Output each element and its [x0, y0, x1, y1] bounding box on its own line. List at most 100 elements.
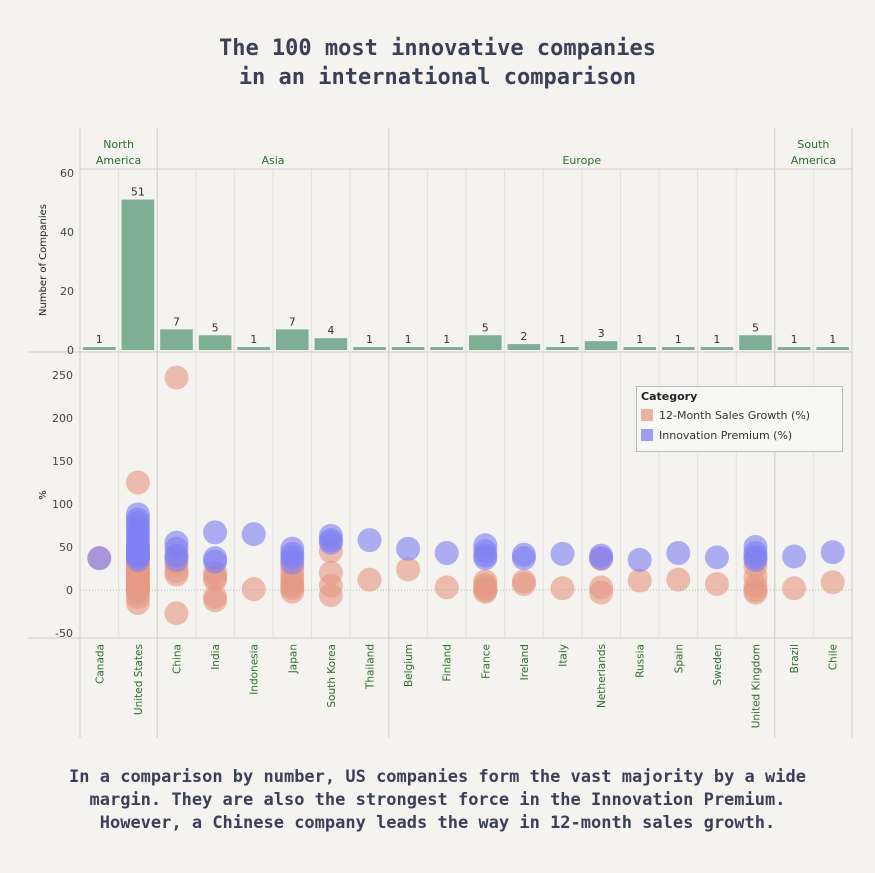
country-label-thailand: Thailand [365, 644, 377, 690]
innovation-premium-point-france [473, 546, 498, 571]
bar-value-label-sweden: 1 [713, 333, 720, 346]
region-header-south-america-line2: America [791, 154, 836, 167]
scatter-y-tick-label: 50 [59, 541, 73, 554]
bar-value-label-thailand: 1 [366, 333, 373, 346]
bar-value-label-ireland: 2 [520, 330, 527, 343]
innovation-premium-point-india [203, 549, 228, 574]
innovation-premium-point-united-kingdom [743, 547, 768, 572]
region-header-north-america-line2: America [96, 154, 141, 167]
bar-belgium [391, 347, 425, 350]
country-label-spain: Spain [673, 644, 685, 673]
country-label-south-korea: South Korea [326, 644, 338, 708]
country-label-china: China [172, 644, 184, 674]
bar-canada [83, 347, 116, 350]
sales-growth-point-spain [666, 567, 691, 592]
legend-label-innovation-premium: Innovation Premium (%) [659, 429, 793, 442]
innovation-premium-point-finland [434, 541, 459, 566]
region-header-europe: Europe [562, 154, 601, 167]
sales-growth-point-belgium [396, 557, 421, 582]
sales-growth-point-italy [550, 576, 575, 601]
country-label-sweden: Sweden [712, 644, 724, 686]
country-label-chile: Chile [828, 644, 840, 670]
sales-growth-point-united-states [125, 470, 150, 495]
sales-growth-point-sweden [704, 571, 729, 596]
bar-value-label-belgium: 1 [405, 333, 412, 346]
bar-india [198, 335, 232, 350]
bar-value-label-south-korea: 4 [327, 324, 334, 337]
country-label-france: France [480, 644, 492, 679]
innovation-premium-point-russia [627, 547, 652, 572]
sales-growth-point-thailand [357, 567, 382, 592]
innovation-premium-point-brazil [782, 544, 807, 569]
bar-value-label-italy: 1 [559, 333, 566, 346]
bar-japan [276, 329, 309, 350]
scatter-y-tick-label: 250 [52, 369, 73, 382]
scatter-y-tick-label: -50 [55, 627, 73, 640]
innovation-premium-point-china [164, 547, 189, 572]
chart-title: The 100 most innovative companies in an … [218, 36, 657, 90]
country-label-netherlands: Netherlands [596, 644, 608, 708]
scatter-y-tick-label: 150 [52, 455, 73, 468]
country-label-italy: Italy [558, 644, 570, 667]
legend-item-sales-growth[interactable]: 12-Month Sales Growth (%) [641, 408, 810, 424]
innovation-premium-point-canada [87, 546, 112, 571]
bar-finland [430, 347, 463, 350]
legend-swatch-innovation-premium [641, 429, 653, 441]
bar-value-label-china: 7 [173, 315, 180, 328]
country-label-united-states: United States [133, 644, 145, 715]
country-label-finland: Finland [442, 644, 454, 682]
sales-growth-point-china [164, 601, 189, 626]
bar-indonesia [237, 347, 270, 350]
bar-y-tick-label: 60 [60, 167, 74, 180]
bar-france [469, 335, 502, 350]
sales-growth-point-united-states [125, 590, 150, 615]
bar-thailand [353, 347, 386, 350]
innovation-premium-point-indonesia [241, 522, 266, 547]
sales-growth-point-china [164, 365, 189, 390]
bar-value-label-united-states: 51 [131, 186, 145, 199]
innovation-premium-point-united-states [125, 547, 150, 572]
region-header-south-america: South [797, 138, 829, 151]
bar-russia [623, 347, 656, 350]
country-label-united-kingdom: United Kingdom [751, 644, 763, 728]
innovation-premium-point-belgium [396, 536, 421, 561]
region-header-asia: Asia [261, 154, 284, 167]
bar-brazil [777, 347, 811, 350]
sales-growth-point-chile [820, 570, 845, 595]
sales-growth-point-russia [627, 568, 652, 593]
country-label-ireland: Ireland [519, 644, 531, 680]
sales-growth-point-south-korea [318, 583, 343, 608]
bar-value-label-canada: 1 [96, 333, 103, 346]
innovation-premium-point-ireland [511, 546, 536, 571]
legend-swatch-sales-growth [641, 409, 653, 421]
bar-value-label-netherlands: 3 [598, 327, 605, 340]
innovation-premium-point-south-korea [318, 530, 343, 555]
innovation-premium-point-spain [666, 541, 691, 566]
bar-united-states [121, 199, 155, 350]
bar-y-axis-label: Number of Companies [38, 204, 49, 316]
sales-growth-point-indonesia [241, 577, 266, 602]
bar-value-label-brazil: 1 [791, 333, 798, 346]
legend: Category 12-Month Sales Growth (%) Innov… [636, 386, 843, 452]
sales-growth-point-netherlands [589, 580, 614, 605]
bar-chile [816, 347, 849, 350]
bar-value-label-united-kingdom: 5 [752, 321, 759, 334]
sales-growth-point-india [203, 588, 228, 613]
legend-item-innovation-premium[interactable]: Innovation Premium (%) [641, 428, 792, 444]
bar-value-label-japan: 7 [289, 315, 296, 328]
region-header-north-america: North [103, 138, 134, 151]
bar-value-label-france: 5 [482, 321, 489, 334]
scatter-y-axis-label: % [38, 490, 49, 500]
legend-title: Category [641, 390, 698, 403]
country-label-japan: Japan [287, 644, 299, 674]
bar-value-label-russia: 1 [636, 333, 643, 346]
bar-value-label-chile: 1 [829, 333, 836, 346]
country-label-indonesia: Indonesia [249, 644, 261, 695]
scatter-y-tick-label: 200 [52, 412, 73, 425]
legend-label-sales-growth: 12-Month Sales Growth (%) [659, 409, 811, 422]
footer-caption: In a comparison by number, US companies … [40, 766, 835, 835]
sales-growth-point-india [203, 567, 228, 592]
innovation-premium-point-chile [820, 540, 845, 565]
innovation-premium-point-thailand [357, 528, 382, 553]
